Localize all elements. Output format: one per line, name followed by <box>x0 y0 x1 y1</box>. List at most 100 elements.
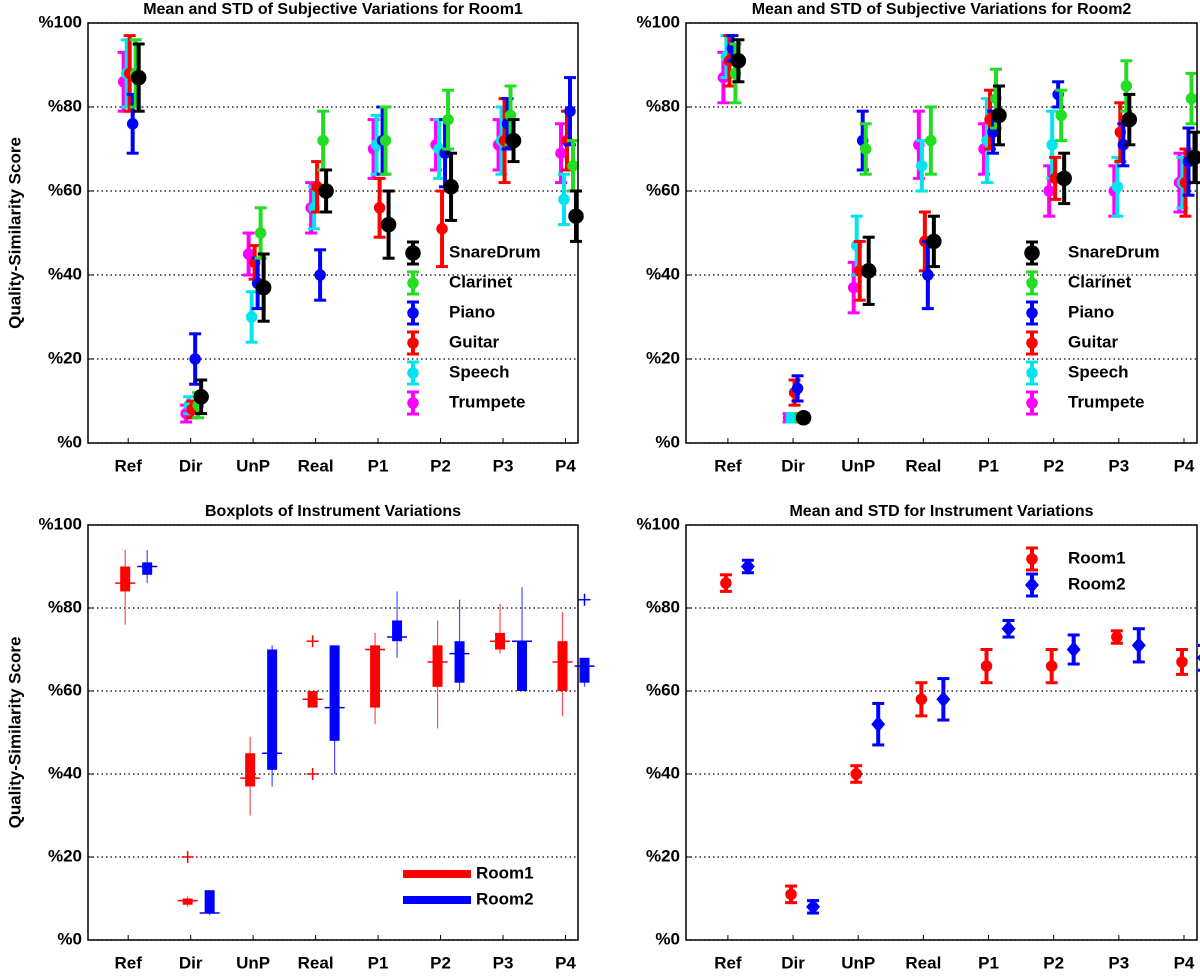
box <box>142 562 153 575</box>
marker <box>189 353 201 365</box>
marker <box>850 768 862 780</box>
axes-frame <box>685 524 1198 941</box>
x-tick-label: P4 <box>1174 953 1195 972</box>
axes-frame <box>685 22 1198 444</box>
y-tick-label: %20 <box>646 348 680 367</box>
x-tick-label: Real <box>298 456 334 475</box>
marker <box>555 147 567 159</box>
legend-label: Room2 <box>1068 574 1126 593</box>
legend-label: Room1 <box>1068 548 1126 567</box>
y-tick-label: %0 <box>655 929 680 948</box>
marker <box>1186 149 1200 166</box>
x-tick-label: P1 <box>368 456 389 475</box>
box <box>182 898 193 905</box>
x-tick-label: Ref <box>114 953 142 972</box>
marker <box>245 311 258 323</box>
marker <box>130 69 147 86</box>
marker <box>564 105 576 117</box>
marker <box>1176 656 1188 668</box>
y-tick-label: %40 <box>48 763 82 782</box>
marker <box>720 577 732 589</box>
y-tick-label: %80 <box>646 597 680 616</box>
x-tick-label: P2 <box>1043 953 1064 972</box>
marker <box>407 337 419 349</box>
marker <box>505 132 522 149</box>
marker <box>405 245 421 261</box>
marker <box>871 716 886 733</box>
y-tick-label: %100 <box>637 514 680 533</box>
marker <box>1121 111 1138 128</box>
y-tick-label: %40 <box>48 264 82 283</box>
panel: %0 %20 %40 %60 %80 %100 Ref Dir UnP Real P1 P2 P3 P4 M… <box>637 503 1200 972</box>
marker <box>318 183 334 199</box>
box <box>517 641 528 691</box>
marker <box>806 898 821 915</box>
y-tick-label: %100 <box>39 514 82 533</box>
marker <box>1026 553 1038 565</box>
marker <box>1024 245 1040 261</box>
marker <box>1025 576 1039 594</box>
x-tick-label: P3 <box>493 953 514 972</box>
marker <box>558 193 570 206</box>
marker <box>255 279 272 296</box>
y-tick-label: %20 <box>646 846 680 865</box>
y-tick-label: %80 <box>48 96 82 115</box>
marker <box>791 382 804 395</box>
plot-area <box>686 525 1197 940</box>
x-tick-label: Real <box>298 953 334 972</box>
marker <box>926 233 942 250</box>
marker <box>1066 641 1081 658</box>
box <box>432 645 443 687</box>
box <box>579 657 590 683</box>
marker <box>436 223 448 235</box>
marker <box>254 227 267 239</box>
marker <box>1111 631 1123 643</box>
marker <box>1120 80 1133 92</box>
marker <box>1026 397 1038 409</box>
marker <box>925 134 937 147</box>
box <box>329 645 340 741</box>
marker <box>1045 660 1058 672</box>
marker <box>407 277 419 289</box>
x-tick-label: P3 <box>1108 953 1129 972</box>
y-tick-label: %0 <box>57 432 82 451</box>
y-tick-label: %0 <box>57 929 82 948</box>
y-tick-label: %0 <box>655 432 680 451</box>
x-tick-label: P1 <box>368 953 389 972</box>
y-tick-label: %60 <box>646 680 680 699</box>
chart-title: Boxplots of Instrument Variations <box>205 503 461 520</box>
panel: %0 %20 %40 %60 %80 %100 Ref Dir UnP Real P1 P2 P3 P4 M… <box>5 1 584 475</box>
x-tick-label: P2 <box>430 953 451 972</box>
y-tick-label: %100 <box>637 12 680 31</box>
x-tick-label: P3 <box>493 456 514 475</box>
x-tick-label: P1 <box>978 456 999 475</box>
y-tick-label: %20 <box>48 348 82 367</box>
x-tick-label: UnP <box>841 953 875 972</box>
y-tick-label: %100 <box>39 12 82 31</box>
x-tick-label: P4 <box>555 953 576 972</box>
outlier <box>181 851 194 863</box>
x-tick-label: Ref <box>114 456 142 475</box>
legend-label: Room1 <box>476 863 534 882</box>
legend-label: Guitar <box>449 332 499 351</box>
marker <box>314 269 326 281</box>
y-tick-label: %40 <box>646 763 680 782</box>
marker <box>380 216 397 233</box>
marker <box>407 367 419 379</box>
marker <box>1111 181 1124 193</box>
chart-title: Mean and STD of Subjective Variations fo… <box>143 1 523 18</box>
legend-label: Speech <box>1068 362 1128 381</box>
x-tick-label: Dir <box>781 953 805 972</box>
marker <box>1001 620 1016 637</box>
box <box>392 620 403 642</box>
legend-label: Room2 <box>476 889 534 908</box>
marker <box>1131 637 1146 654</box>
x-tick-label: Ref <box>714 456 742 475</box>
marker <box>785 888 797 901</box>
box <box>120 566 131 592</box>
marker <box>443 179 459 195</box>
marker <box>1026 307 1038 319</box>
outlier <box>578 593 591 606</box>
legend-label: SnareDrum <box>449 242 541 261</box>
